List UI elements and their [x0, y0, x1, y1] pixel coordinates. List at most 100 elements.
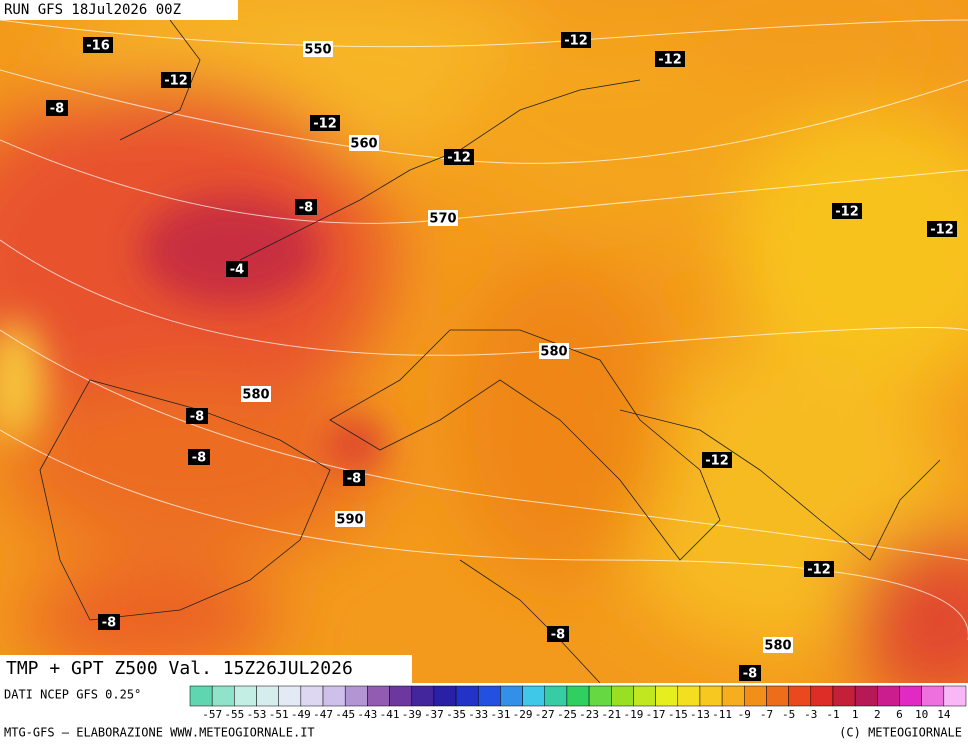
scale-label: -3 [804, 708, 817, 721]
contour-label: -12 [564, 34, 588, 49]
scale-cell [189, 685, 213, 707]
contour-label-box [539, 343, 569, 359]
contour-label-box [655, 51, 685, 67]
contour-label: -8 [102, 616, 116, 631]
scale-cell [500, 685, 523, 707]
scale-label: -41 [380, 708, 400, 721]
contour-label: 590 [336, 513, 363, 528]
scale-label: -53 [247, 708, 267, 721]
scale-label: -7 [760, 708, 773, 721]
contour-label-box [226, 261, 248, 277]
scale-label: -21 [601, 708, 621, 721]
scale-label: 2 [874, 708, 881, 721]
contour-label: -12 [930, 223, 954, 238]
scale-cell [633, 685, 656, 707]
footer-right: (C) METEOGIORNALE [839, 726, 962, 740]
scale-label: -49 [291, 708, 311, 721]
contour-label: -12 [807, 563, 831, 578]
scale-cell [877, 685, 900, 707]
scale-cell [566, 685, 590, 707]
scale-cell [744, 685, 767, 707]
map-field [0, 0, 968, 683]
contour-label: 560 [350, 137, 377, 152]
scale-cell [832, 685, 856, 707]
scale-label: -43 [357, 708, 377, 721]
scale-cell [943, 685, 967, 707]
scale-cell [477, 685, 501, 707]
scale-cell [367, 685, 390, 707]
scale-label: -35 [446, 708, 466, 721]
contour-label-box [804, 561, 834, 577]
scale-cell [699, 685, 723, 707]
scale-label: -23 [579, 708, 599, 721]
scale-label: -47 [313, 708, 333, 721]
scale-label: -37 [424, 708, 444, 721]
contour-label: -8 [551, 628, 565, 643]
contour-label: -16 [86, 39, 110, 54]
scale-label: -11 [712, 708, 732, 721]
contour-label: -12 [658, 53, 682, 68]
run-info: RUN GFS 18Jul2026 00Z [4, 2, 181, 18]
contour-label-box [927, 221, 957, 237]
contour-label: -8 [190, 410, 204, 425]
scale-cell [411, 685, 435, 707]
contour-label-box [428, 210, 458, 226]
contour-label: -12 [835, 205, 859, 220]
run-box [0, 0, 238, 20]
scale-cell [766, 685, 789, 707]
contour-label-box [303, 41, 333, 57]
scale-cell [899, 685, 922, 707]
scale-cell [344, 685, 368, 707]
contour-label-box [188, 449, 210, 465]
scale-label: -57 [202, 708, 222, 721]
scale-cell [677, 685, 701, 707]
map-title: TMP + GPT Z500 Val. 15Z26JUL2026 [6, 658, 353, 679]
scale-cell [433, 685, 457, 707]
contour-label: -8 [50, 102, 64, 117]
scale-cell [721, 685, 745, 707]
contour-label-box [739, 665, 761, 681]
scale-label: -39 [402, 708, 422, 721]
contour-label-box [349, 135, 379, 151]
scale-label: -27 [535, 708, 555, 721]
contour-label: -12 [164, 74, 188, 89]
scale-cell [322, 685, 346, 707]
contour-label: -8 [347, 472, 361, 487]
contour-label-box [547, 626, 569, 642]
data-source: DATI NCEP GFS 0.25° [4, 688, 141, 702]
contour-label: -8 [192, 451, 206, 466]
contour-label: -8 [743, 667, 757, 682]
contour-label: -4 [230, 263, 244, 278]
contour-label-box [702, 452, 732, 468]
footer-left: MTG-GFS — ELABORAZIONE WWW.METEOGIORNALE… [4, 726, 315, 740]
scale-cell [588, 685, 612, 707]
contour-label-box [46, 100, 68, 116]
scale-cell [234, 685, 257, 707]
scale-cell [921, 685, 945, 707]
scale-cell [522, 685, 545, 707]
scale-label: -17 [646, 708, 666, 721]
scale-label: -51 [269, 708, 289, 721]
scale-cell [611, 685, 634, 707]
scale-label: -19 [623, 708, 643, 721]
scale-cell [389, 685, 412, 707]
scale-cell [544, 685, 568, 707]
contour-label: -8 [299, 201, 313, 216]
contour-label: -12 [447, 151, 471, 166]
contour-label-box [83, 37, 113, 53]
scale-label: -13 [690, 708, 710, 721]
contour-label-box [343, 470, 365, 486]
contour-label-box [295, 199, 317, 215]
scale-label: -31 [490, 708, 510, 721]
contour-label: -12 [705, 454, 729, 469]
scale-label: 10 [915, 708, 928, 721]
contour-label-box [98, 614, 120, 630]
scale-cell [211, 685, 235, 707]
scale-label: -29 [513, 708, 533, 721]
contour-label-box [186, 408, 208, 424]
contour-label: 580 [242, 388, 269, 403]
scale-cell [278, 685, 302, 707]
scale-label: -33 [468, 708, 488, 721]
scale-label: -15 [668, 708, 688, 721]
